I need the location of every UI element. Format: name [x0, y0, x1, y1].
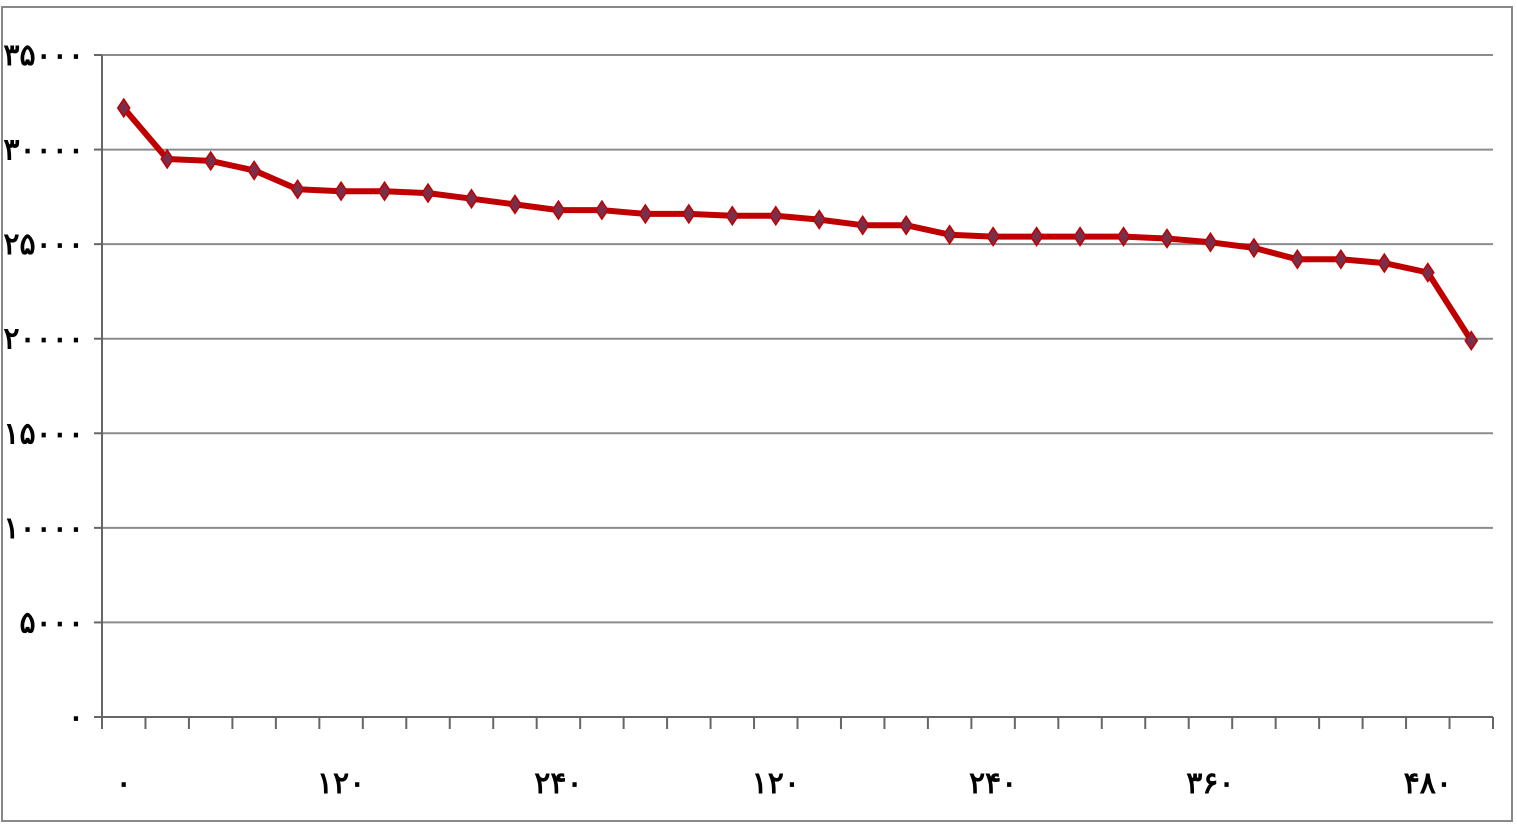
data-point [1160, 228, 1174, 249]
x-tick-label: ۰ [116, 766, 132, 801]
data-point [1377, 252, 1392, 274]
y-tick-label: ۰ [68, 700, 84, 735]
data-point [1290, 248, 1305, 270]
data-point [594, 199, 609, 221]
data-point [1073, 226, 1087, 247]
data-point [942, 224, 957, 246]
y-tick-label: ۱۰۰۰۰ [3, 511, 84, 546]
data-point [1420, 262, 1435, 283]
y-tick-label: ۳۰۰۰۰ [3, 133, 84, 168]
data-point [768, 205, 783, 227]
data-point [986, 226, 1001, 247]
x-tick-labels: ۰ ۱۲۰ ۲۴۰ ۱۲۰ ۲۴۰ ۳۶۰ ۴۸۰ [116, 766, 1452, 801]
data-point [247, 160, 262, 181]
x-tick-label: ۴۸۰ [1404, 766, 1452, 801]
data-point [551, 199, 566, 221]
x-tick-label: ۱۲۰ [317, 766, 365, 801]
data-point [1116, 226, 1131, 247]
y-tick-label: ۲۵۰۰۰ [3, 227, 84, 262]
data-point [334, 180, 348, 202]
data-point [1333, 248, 1348, 270]
data-point [725, 205, 740, 227]
data-point [377, 180, 392, 202]
chart-border [1, 6, 1513, 822]
data-point [290, 178, 305, 200]
x-tick-label: ۲۴۰ [534, 766, 582, 801]
data-point [855, 214, 870, 236]
series-layer [116, 97, 1479, 351]
x-tick-label: ۲۴۰ [969, 766, 1017, 801]
data-point [160, 148, 175, 170]
y-tick-label: ۵۰۰۰ [20, 605, 84, 640]
data-point [1203, 231, 1218, 253]
y-tick-labels: ۰ ۵۰۰۰ ۱۰۰۰۰ ۱۵۰۰۰ ۲۰۰۰۰ ۲۵۰۰۰ ۳۰۰۰۰ ۳۵۰۰۰ [3, 38, 84, 735]
data-point [812, 209, 827, 230]
data-point [681, 203, 696, 225]
data-point [508, 194, 522, 215]
x-tick-label: ۱۲۰ [752, 766, 800, 801]
data-point [899, 214, 914, 236]
series-line [120, 105, 1475, 344]
data-point [203, 150, 218, 172]
y-tick-label: ۳۵۰۰۰ [3, 38, 84, 73]
data-point [421, 182, 435, 204]
y-tick-label: ۲۰۰۰۰ [3, 322, 84, 357]
y-tick-label: ۱۵۰۰۰ [3, 416, 84, 451]
data-point [464, 188, 479, 210]
data-point [1464, 330, 1479, 351]
x-tick-label: ۳۶۰ [1186, 766, 1234, 801]
data-point [116, 97, 131, 119]
data-point [638, 203, 653, 225]
gridlines [102, 54, 1493, 624]
axes [94, 54, 1494, 729]
data-point [1029, 226, 1044, 247]
data-point [1247, 237, 1261, 259]
